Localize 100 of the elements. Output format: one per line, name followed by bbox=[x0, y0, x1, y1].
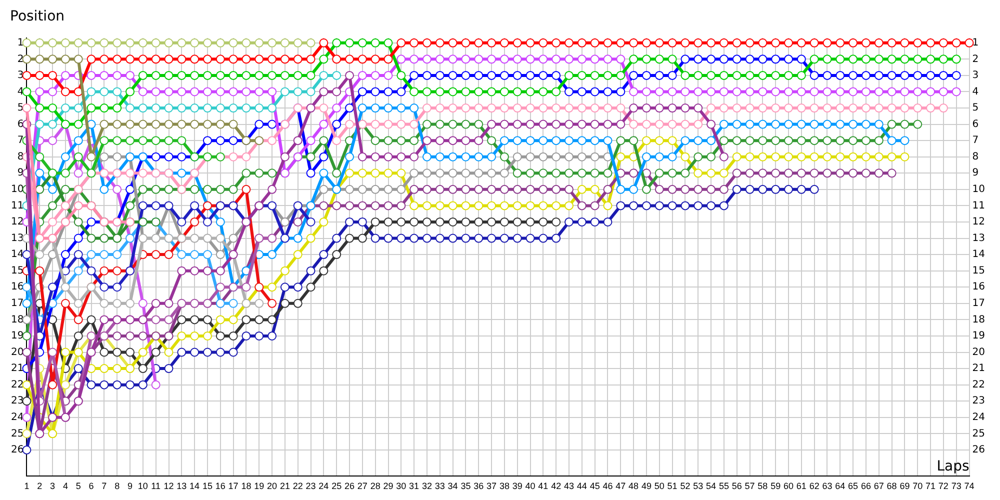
x-tick-label: 60 bbox=[783, 481, 794, 491]
y2-tick-label: 18 bbox=[972, 314, 986, 326]
x-tick-label: 2 bbox=[37, 481, 42, 491]
y2-tick-label: 26 bbox=[972, 444, 986, 456]
x-tick-label: 29 bbox=[383, 481, 394, 491]
x-tick-label: 11 bbox=[151, 481, 160, 491]
y-tick-label: 25 bbox=[10, 428, 24, 440]
y2-tick-label: 20 bbox=[972, 346, 986, 358]
y-axis-title: Position bbox=[10, 8, 65, 25]
y2-tick-label: 17 bbox=[972, 298, 986, 309]
x-tick-label: 16 bbox=[215, 481, 226, 491]
y-tick-label: 26 bbox=[10, 444, 24, 456]
x-tick-label: 71 bbox=[926, 481, 936, 491]
x-tick-label: 54 bbox=[706, 481, 716, 491]
x-tick-label: 10 bbox=[138, 481, 148, 491]
x-tick-label: 35 bbox=[460, 481, 471, 491]
x-tick-label: 36 bbox=[474, 481, 484, 491]
y-tick-label: 2 bbox=[17, 54, 24, 65]
y-tick-label: 22 bbox=[10, 379, 24, 390]
x-tick-label: 8 bbox=[114, 481, 120, 491]
y2-tick-label: 10 bbox=[972, 184, 986, 196]
x-tick-label: 13 bbox=[176, 481, 187, 491]
y2-tick-label: 12 bbox=[972, 216, 986, 228]
y-tick-label: 20 bbox=[10, 346, 24, 358]
y2-tick-label: 9 bbox=[972, 168, 979, 179]
y-tick-label: 19 bbox=[10, 330, 24, 342]
x-tick-label: 38 bbox=[499, 481, 510, 491]
x-tick-label: 61 bbox=[796, 481, 806, 491]
y-tick-label: 11 bbox=[10, 200, 24, 212]
x-tick-label: 12 bbox=[164, 481, 174, 491]
x-tick-label: 74 bbox=[964, 481, 974, 491]
x-tick-label: 19 bbox=[254, 481, 264, 491]
x-tick-label: 63 bbox=[822, 481, 832, 491]
x-tick-label: 45 bbox=[590, 481, 600, 491]
x-tick-label: 14 bbox=[190, 481, 200, 491]
y-tick-label: 23 bbox=[10, 396, 24, 407]
x-tick-label: 40 bbox=[525, 481, 536, 491]
x-tick-label: 21 bbox=[280, 481, 290, 491]
y-tick-label: 12 bbox=[10, 216, 24, 228]
y2-tick-label: 8 bbox=[972, 151, 979, 162]
y2-tick-label: 11 bbox=[972, 200, 986, 212]
y2-tick-label: 24 bbox=[972, 412, 986, 423]
x-tick-label: 47 bbox=[616, 481, 626, 491]
x-tick-label: 31 bbox=[409, 481, 420, 491]
x-tick-label: 44 bbox=[576, 481, 587, 491]
y2-tick-label: 13 bbox=[972, 232, 986, 244]
x-tick-label: 6 bbox=[88, 481, 94, 491]
y2-tick-label: 2 bbox=[972, 54, 979, 65]
x-tick-label: 42 bbox=[551, 481, 562, 491]
y-tick-label: 7 bbox=[17, 135, 24, 146]
x-tick-label: 5 bbox=[76, 481, 81, 491]
x-tick-label: 30 bbox=[396, 481, 406, 491]
y2-tick-label: 15 bbox=[972, 265, 986, 276]
y2-tick-label: 14 bbox=[972, 249, 986, 260]
x-tick-label: 65 bbox=[848, 481, 858, 491]
x-tick-label: 67 bbox=[874, 481, 884, 491]
x-tick-label: 34 bbox=[448, 481, 458, 491]
x-tick-label: 66 bbox=[860, 481, 871, 491]
y2-tick-label: 23 bbox=[972, 396, 986, 407]
y-tick-label: 5 bbox=[17, 102, 24, 114]
x-tick-label: 4 bbox=[62, 481, 68, 491]
y2-tick-label: 19 bbox=[972, 330, 986, 342]
x-tick-label: 17 bbox=[228, 481, 238, 491]
x-tick-label: 37 bbox=[486, 481, 497, 491]
x-tick-label: 57 bbox=[744, 481, 755, 491]
x-tick-label: 15 bbox=[202, 481, 212, 491]
y2-tick-label: 5 bbox=[972, 102, 979, 114]
x-tick-label: 18 bbox=[241, 481, 252, 491]
x-tick-label: 46 bbox=[602, 481, 613, 491]
x-tick-label: 3 bbox=[50, 481, 56, 491]
x-tick-label: 7 bbox=[102, 481, 107, 491]
x-tick-label: 59 bbox=[770, 481, 781, 491]
x-tick-label: 52 bbox=[680, 481, 690, 491]
x-tick-label: 69 bbox=[900, 481, 910, 491]
x-tick-label: 28 bbox=[370, 481, 380, 491]
x-tick-label: 20 bbox=[267, 481, 278, 491]
x-tick-label: 73 bbox=[951, 481, 962, 491]
x-axis-title: Laps bbox=[936, 458, 970, 475]
y2-tick-label: 3 bbox=[972, 70, 979, 82]
y-tick-label: 17 bbox=[10, 298, 24, 309]
y-tick-label: 18 bbox=[10, 314, 24, 326]
x-tick-label: 58 bbox=[758, 481, 768, 491]
x-tick-label: 62 bbox=[809, 481, 820, 491]
x-tick-label: 43 bbox=[564, 481, 574, 491]
y-tick-label: 13 bbox=[10, 232, 24, 244]
x-tick-label: 33 bbox=[434, 481, 445, 491]
y-tick-label: 24 bbox=[10, 412, 24, 423]
x-tick-label: 22 bbox=[292, 481, 303, 491]
y-tick-label: 10 bbox=[10, 184, 24, 196]
y2-tick-label: 21 bbox=[972, 363, 986, 374]
y2-tick-label: 16 bbox=[972, 282, 986, 293]
x-tick-label: 26 bbox=[344, 481, 355, 491]
y2-tick-label: 22 bbox=[972, 379, 986, 390]
y-tick-label: 4 bbox=[17, 86, 24, 98]
x-tick-label: 49 bbox=[641, 481, 652, 491]
y2-tick-label: 7 bbox=[972, 135, 979, 146]
x-tick-label: 55 bbox=[718, 481, 729, 491]
x-tick-label: 56 bbox=[732, 481, 742, 491]
x-tick-label: 64 bbox=[835, 481, 846, 491]
x-tick-label: 53 bbox=[693, 481, 704, 491]
